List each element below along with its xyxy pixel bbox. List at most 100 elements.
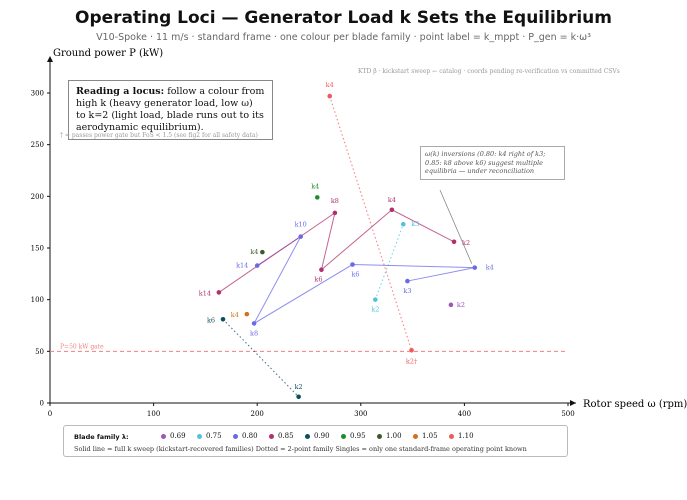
point-0.80-k4 <box>472 265 478 270</box>
legend-item-1.10: 1.10 <box>449 432 485 440</box>
dagger-note: † = passes power gate but FoS < 1.5 (see… <box>60 132 258 139</box>
legend-label: 1.05 <box>422 432 438 440</box>
callout-lead: Reading a locus: <box>76 86 165 97</box>
legend: Blade family λ: 0.69 0.75 0.80 0.85 0.90 0.95… <box>63 425 568 457</box>
legend-item-0.69: 0.69 <box>161 432 197 440</box>
legend-label: 1.00 <box>386 432 402 440</box>
x-tick-label: 300 <box>354 410 367 418</box>
x-tick-label: 400 <box>458 410 471 418</box>
point-label: k4 <box>250 248 258 256</box>
point-label: k8 <box>250 329 258 337</box>
point-label: k6 <box>314 276 322 284</box>
y-axis-arrow <box>47 56 53 62</box>
legend-swatch <box>269 433 274 439</box>
series-line-0.90 <box>222 318 300 398</box>
legend-item-0.75: 0.75 <box>197 432 233 440</box>
point-label: k2† <box>406 357 418 365</box>
legend-label: 1.10 <box>458 432 474 440</box>
point-label: k8 <box>331 197 339 205</box>
annotation-pointer <box>439 189 473 264</box>
legend-item-0.85: 0.85 <box>269 432 305 440</box>
y-axis-label: Ground power P (kW) <box>53 48 163 59</box>
point-1.10-k4 <box>327 93 333 99</box>
y-tick-label: 0 <box>40 400 44 408</box>
point-label: k6 <box>351 271 359 279</box>
omega-inversion-note: ω(k) inversions (0.80: k4 right of k3; 0… <box>420 146 565 180</box>
point-0.69-k2 <box>448 302 454 308</box>
point-label: k4 <box>326 81 334 89</box>
axes: 0 100 200 300 400 500 0 50 100 150 200 250 300 Rotor … <box>31 48 687 418</box>
point-0.95-k4 <box>314 195 320 200</box>
legend-swatch <box>161 433 166 439</box>
corner-note: KTD β · kickstart sweep ← catalog · coor… <box>358 68 620 75</box>
legend-label: 0.85 <box>278 432 294 440</box>
legend-swatch <box>377 433 382 439</box>
point-label: k2 <box>371 306 379 314</box>
point-labels: k2 k2 k3 k14 k10 k8 k6 k4 k3 k14 k8 k6 k4 k2 k6 k2 k4 k4 k… <box>199 81 494 391</box>
reading-callout: Reading a locus: follow a colour from hi… <box>68 80 273 140</box>
legend-swatch <box>233 433 238 439</box>
legend-item-0.90: 0.90 <box>305 432 341 440</box>
point-label: k4 <box>388 196 396 204</box>
point-0.80-k10 <box>298 234 304 239</box>
legend-swatch <box>449 433 454 439</box>
point-label: k4 <box>311 182 319 190</box>
legend-footer: Solid line = full k sweep (kickstart-rec… <box>74 445 527 453</box>
series-line-0.75 <box>374 224 404 300</box>
series-points <box>216 93 478 400</box>
legend-items: 0.69 0.75 0.80 0.85 0.90 0.95 1.00 1.05 1.10 <box>161 432 485 440</box>
point-label: k2 <box>462 239 470 247</box>
legend-label: 0.95 <box>350 432 366 440</box>
gate-label: P=50 kW gate <box>60 343 104 350</box>
legend-label: 0.69 <box>170 432 186 440</box>
power-gate: P=50 kW gate <box>50 343 568 352</box>
point-0.85-k2 <box>451 239 457 245</box>
y-tick-label: 200 <box>31 193 44 201</box>
legend-item-1.00: 1.00 <box>377 432 413 440</box>
point-label: k6 <box>207 316 215 324</box>
point-label: k14 <box>199 289 211 297</box>
point-label: k3 <box>411 220 419 228</box>
point-label: k10 <box>295 221 307 229</box>
y-tick-label: 50 <box>35 348 44 356</box>
point-0.80-k14 <box>254 263 260 268</box>
series-line-0.80 <box>252 236 475 325</box>
point-0.75-k2 <box>373 297 378 302</box>
point-label: k14 <box>236 262 248 270</box>
point-0.80-k8 <box>251 321 257 326</box>
point-label: k2 <box>295 383 303 391</box>
point-label: k2 <box>457 301 465 309</box>
point-0.85-k4 <box>389 207 395 213</box>
legend-swatch <box>197 433 202 439</box>
point-label: k4 <box>231 311 239 319</box>
point-label: k4 <box>486 264 494 272</box>
point-0.85-k6 <box>319 267 324 273</box>
legend-label: 0.90 <box>314 432 330 440</box>
legend-item-0.80: 0.80 <box>233 432 269 440</box>
point-0.75-k3 <box>400 221 406 227</box>
legend-label: 0.75 <box>206 432 222 440</box>
y-tick-label: 300 <box>31 90 44 98</box>
x-tick-label: 500 <box>561 410 574 418</box>
point-0.90-k2 <box>296 394 301 400</box>
legend-item-1.05: 1.05 <box>413 432 449 440</box>
legend-swatch <box>413 433 418 439</box>
point-1.10-k2† <box>409 348 414 353</box>
point-0.80-k3 <box>405 278 410 284</box>
legend-swatch <box>305 433 310 439</box>
legend-swatch <box>341 433 346 439</box>
chart-title: Operating Loci — Generator Load k Sets t… <box>75 8 612 28</box>
point-0.80-k6 <box>350 262 355 267</box>
x-axis-label: Rotor speed ω (rpm) <box>583 399 687 410</box>
y-tick-label: 100 <box>31 296 44 304</box>
point-1.05-k4 <box>244 311 250 317</box>
x-axis-arrow <box>570 400 576 406</box>
point-1.00-k4 <box>260 249 265 255</box>
point-label: k3 <box>403 287 411 295</box>
y-tick-label: 150 <box>31 245 44 253</box>
series-line-1.10 <box>329 95 413 351</box>
y-tick-label: 250 <box>31 141 44 149</box>
x-tick-label: 200 <box>251 410 264 418</box>
legend-item-0.95: 0.95 <box>341 432 377 440</box>
